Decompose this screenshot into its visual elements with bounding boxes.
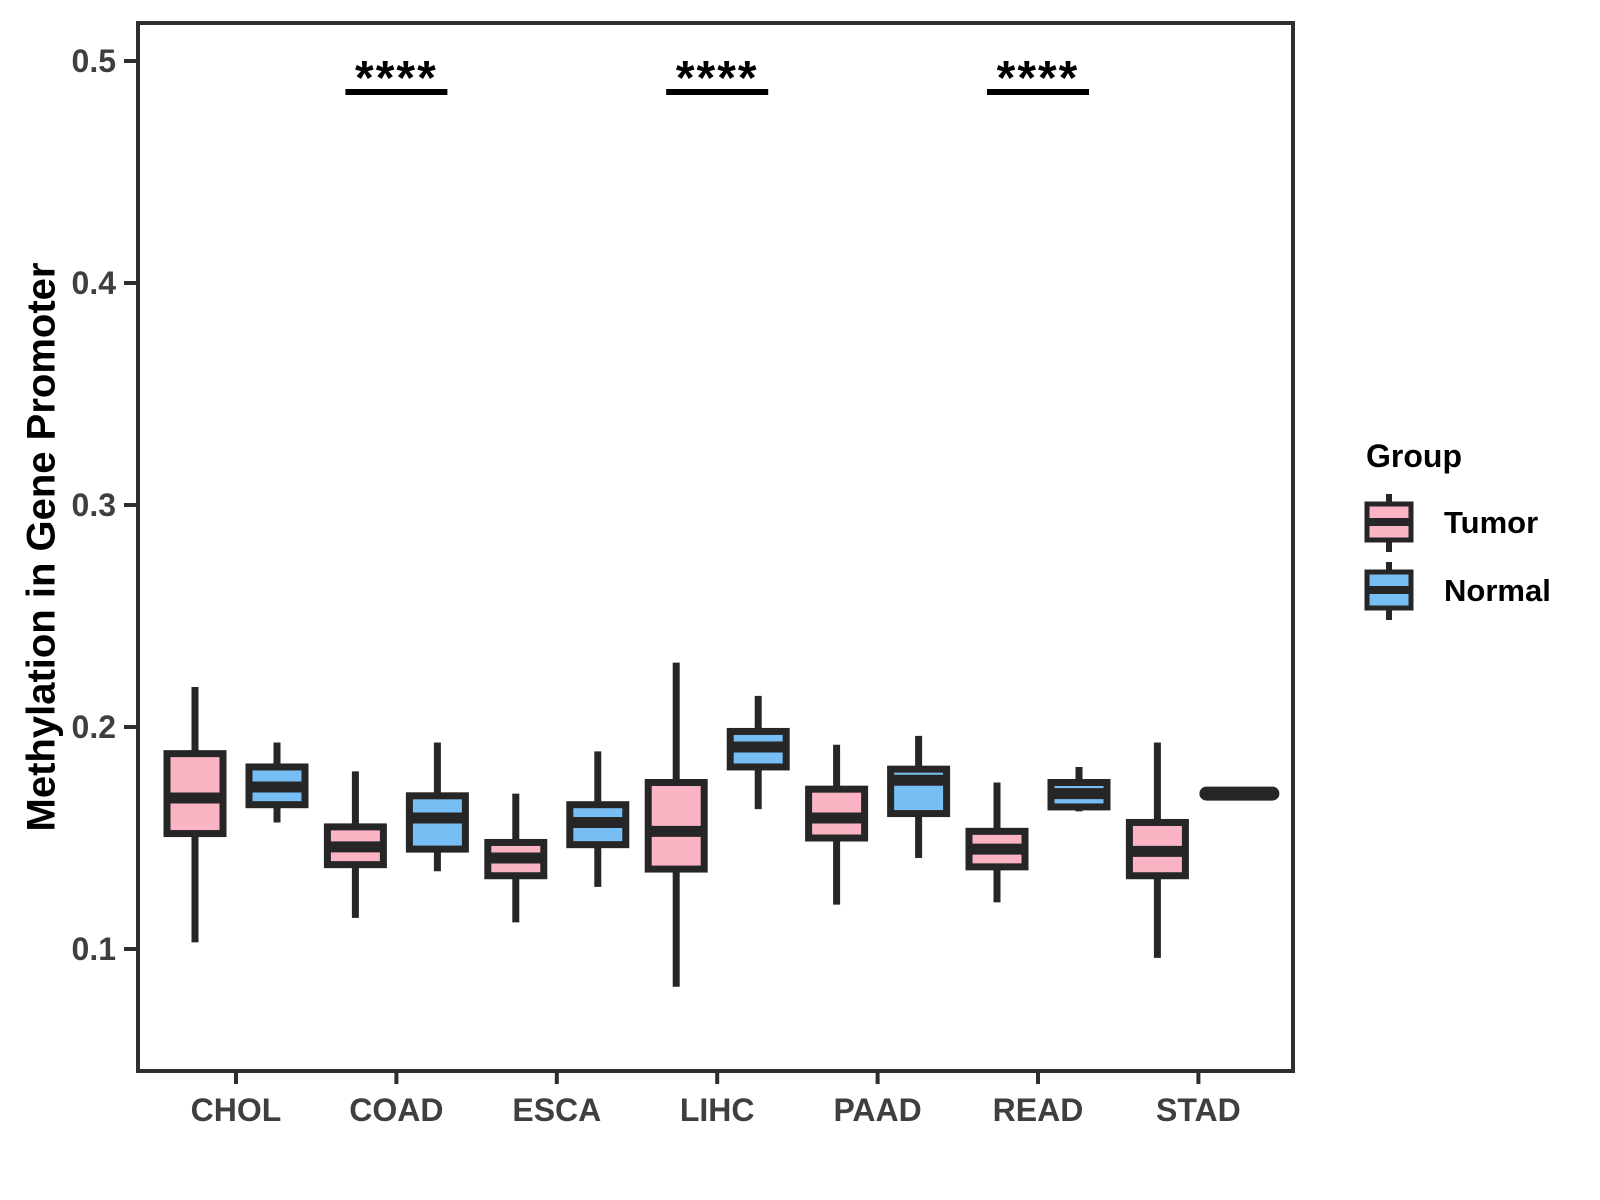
legend: Group Tumor Normal xyxy=(1358,438,1551,625)
x-tick-label-esca: ESCA xyxy=(512,1092,601,1128)
x-tick-label-paad: PAAD xyxy=(833,1092,921,1128)
boxplot-chol-tumor xyxy=(163,687,227,943)
boxplot-coad-tumor xyxy=(323,771,387,918)
x-tick-label-lihc: LIHC xyxy=(680,1092,755,1128)
significance-coad: **** xyxy=(345,52,448,105)
boxplot-chol-normal xyxy=(245,742,309,823)
legend-title: Group xyxy=(1366,438,1462,474)
boxplot-stad-tumor xyxy=(1125,742,1189,958)
boxplot-read-tumor xyxy=(965,782,1029,903)
x-tick-label-stad: STAD xyxy=(1156,1092,1241,1128)
y-tick-label: 0.2 xyxy=(72,709,116,745)
y-axis-title: Methylation in Gene Promoter xyxy=(19,262,64,832)
y-tick-label: 0.1 xyxy=(72,931,116,967)
boxplot-esca-normal xyxy=(566,751,630,887)
tumor-boxplot-swatch xyxy=(1364,494,1414,552)
y-tick-label: 0.5 xyxy=(72,43,116,79)
normal-boxplot-swatch xyxy=(1364,562,1414,620)
boxplot-lihc-tumor xyxy=(644,662,708,987)
x-tick-label-chol: CHOL xyxy=(191,1092,282,1128)
x-tick-label-read: READ xyxy=(993,1092,1084,1128)
plot-panel-border xyxy=(136,21,1295,1073)
significance-stars: **** xyxy=(676,52,759,105)
legend-label-normal: Normal xyxy=(1444,573,1551,608)
significance-lihc: **** xyxy=(666,52,769,105)
boxplot-paad-tumor xyxy=(805,744,869,905)
iqr-box xyxy=(644,779,708,873)
y-tick-label: 0.3 xyxy=(72,487,116,523)
boxplot-esca-tumor xyxy=(484,793,548,923)
boxplot-paad-normal xyxy=(887,735,951,858)
significance-stars: **** xyxy=(355,52,438,105)
significance-stars: **** xyxy=(997,52,1080,105)
significance-read: **** xyxy=(987,52,1089,105)
boxplot-lihc-normal xyxy=(726,695,790,810)
y-tick-label: 0.4 xyxy=(72,265,117,301)
legend-label-tumor: Tumor xyxy=(1444,505,1539,540)
boxplot-coad-normal xyxy=(405,742,469,872)
x-tick-label-coad: COAD xyxy=(349,1092,443,1128)
legend-item-normal: Normal xyxy=(1358,557,1551,625)
boxplot-read-normal xyxy=(1047,766,1111,812)
legend-item-tumor: Tumor xyxy=(1358,489,1551,557)
